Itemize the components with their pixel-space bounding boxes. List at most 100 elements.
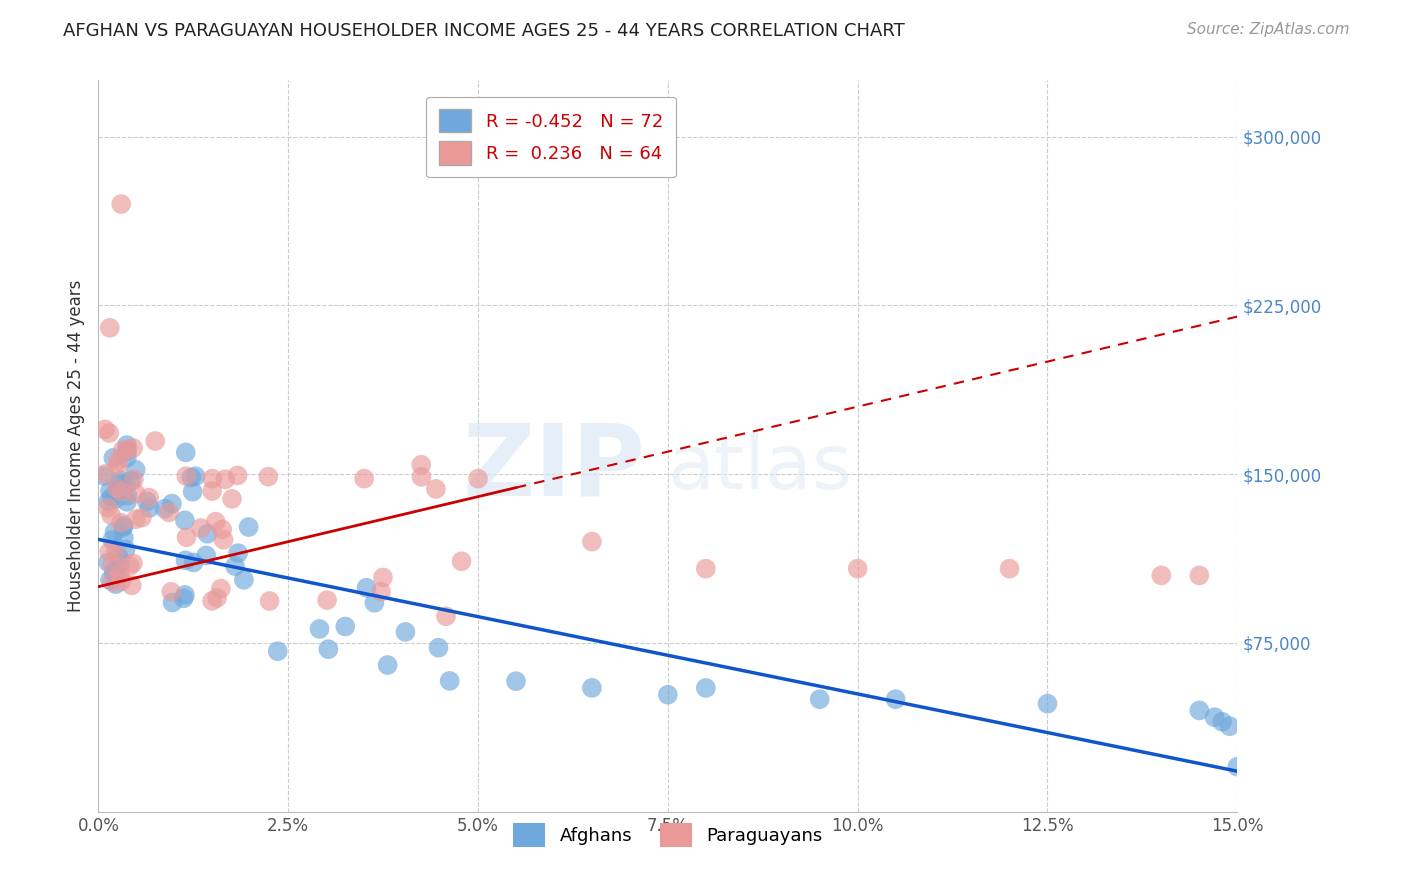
Point: [181, 484, 204, 499]
Point: [110, 197, 132, 211]
Point: [335, 619, 357, 633]
Point: [125, 512, 148, 526]
Point: [98, 573, 121, 587]
Point: [259, 594, 281, 608]
Point: [138, 500, 160, 515]
Point: [998, 562, 1021, 576]
Point: [308, 622, 330, 636]
Point: [467, 472, 489, 486]
Point: [110, 556, 132, 570]
Point: [173, 513, 195, 527]
Point: [450, 554, 472, 568]
Point: [114, 542, 136, 557]
Point: [107, 549, 129, 564]
Point: [125, 486, 148, 500]
Point: [808, 692, 831, 706]
Point: [209, 582, 232, 596]
Point: [107, 458, 129, 473]
Point: [197, 526, 219, 541]
Point: [162, 595, 184, 609]
Point: [204, 515, 226, 529]
Point: [110, 484, 132, 499]
Point: [143, 434, 166, 448]
Point: [201, 483, 224, 498]
Point: [93, 469, 115, 483]
Point: [105, 482, 128, 496]
Point: [98, 545, 121, 559]
Point: [104, 546, 127, 560]
Point: [1219, 719, 1241, 733]
Text: atlas: atlas: [668, 431, 852, 505]
Point: [221, 491, 243, 506]
Point: [394, 624, 416, 639]
Point: [205, 591, 228, 605]
Point: [97, 500, 120, 515]
Point: [212, 533, 235, 547]
Point: [434, 609, 457, 624]
Point: [657, 688, 679, 702]
Point: [176, 530, 198, 544]
Point: [411, 458, 433, 472]
Point: [316, 593, 339, 607]
Point: [103, 450, 125, 465]
Point: [174, 553, 197, 567]
Point: [174, 469, 197, 483]
Point: [183, 556, 205, 570]
Point: [94, 422, 117, 436]
Point: [122, 441, 145, 455]
Point: [97, 555, 120, 569]
Point: [1226, 760, 1249, 774]
Point: [884, 692, 907, 706]
Point: [180, 470, 202, 484]
Point: [111, 443, 134, 458]
Point: [115, 442, 138, 457]
Point: [1211, 714, 1233, 729]
Point: [97, 494, 120, 508]
Point: [427, 640, 450, 655]
Point: [160, 497, 183, 511]
Point: [110, 516, 132, 530]
Point: [105, 483, 128, 498]
Point: [1188, 703, 1211, 717]
Text: Source: ZipAtlas.com: Source: ZipAtlas.com: [1187, 22, 1350, 37]
Point: [105, 566, 128, 581]
Point: [581, 534, 603, 549]
Point: [118, 559, 141, 574]
Point: [120, 474, 142, 488]
Point: [195, 549, 218, 563]
Point: [214, 472, 236, 486]
Point: [131, 510, 153, 524]
Point: [115, 495, 138, 509]
Point: [1204, 710, 1226, 724]
Point: [1150, 568, 1173, 582]
Point: [1188, 568, 1211, 582]
Point: [110, 473, 132, 487]
Point: [115, 477, 138, 491]
Point: [112, 520, 135, 534]
Point: [153, 501, 176, 516]
Point: [211, 522, 233, 536]
Point: [112, 518, 135, 533]
Point: [104, 491, 127, 506]
Point: [110, 476, 132, 491]
Point: [411, 470, 433, 484]
Point: [98, 426, 121, 441]
Point: [695, 562, 717, 576]
Legend: Afghans, Paraguayans: Afghans, Paraguayans: [506, 816, 830, 854]
Point: [108, 566, 131, 580]
Point: [157, 505, 180, 519]
Point: [101, 533, 124, 547]
Point: [439, 673, 461, 688]
Point: [107, 454, 129, 468]
Point: [112, 531, 135, 545]
Point: [371, 570, 394, 584]
Point: [377, 658, 399, 673]
Point: [224, 559, 246, 574]
Point: [100, 508, 122, 522]
Point: [356, 581, 378, 595]
Text: ZIP: ZIP: [463, 419, 645, 516]
Point: [190, 521, 212, 535]
Point: [138, 491, 160, 505]
Point: [101, 574, 124, 589]
Point: [98, 321, 121, 335]
